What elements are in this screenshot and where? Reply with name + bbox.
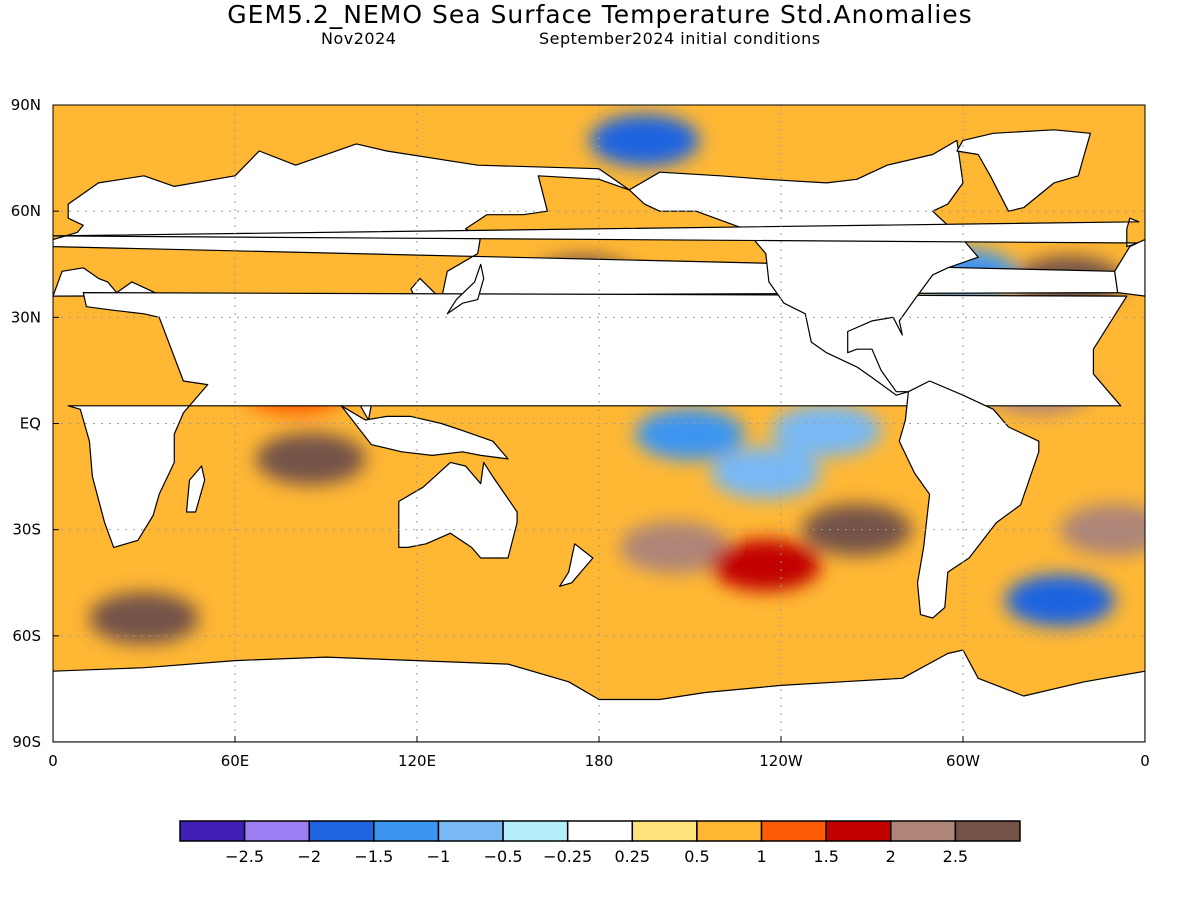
colorbar-label: −2	[297, 847, 321, 866]
valid-month-subtitle: Nov2024	[321, 29, 397, 48]
colorbar-swatch	[566, 820, 634, 842]
land-japan	[446, 263, 485, 315]
colorbar-label: 2.5	[943, 847, 968, 866]
anomaly-region-10	[619, 521, 730, 574]
lat-tick-label: 30N	[11, 308, 41, 326]
lat-tick-label: EQ	[20, 415, 41, 433]
anomaly-region-4	[589, 114, 700, 167]
colorbar-swatch	[825, 820, 892, 842]
colorbar-swatch	[308, 820, 375, 842]
initial-conditions-subtitle: September2024 initial conditions	[539, 29, 821, 48]
lat-tick-label: 90N	[11, 96, 41, 114]
colorbar-swatch	[502, 820, 569, 842]
colorbar-swatch	[760, 820, 827, 842]
colorbar-label: −2.5	[225, 847, 264, 866]
colorbar-label: 0.25	[614, 847, 650, 866]
anomaly-region-16	[710, 539, 821, 592]
lon-tick-label: 0	[48, 752, 58, 770]
land-north-america	[628, 139, 979, 396]
land-greenland	[956, 129, 1091, 212]
chart-title: GEM5.2_NEMO Sea Surface Temperature Std.…	[227, 0, 973, 29]
lon-tick-label: 60E	[221, 752, 250, 770]
colorbar-swatch	[890, 820, 957, 842]
land-indonesia	[340, 405, 509, 460]
colorbar-swatch	[631, 820, 698, 842]
land-iberia	[1114, 238, 1145, 297]
lat-tick-label: 30S	[12, 521, 41, 539]
lon-tick-label: 120E	[398, 752, 436, 770]
lon-tick-label: 120W	[759, 752, 803, 770]
colorbar-label: 2	[886, 847, 896, 866]
latitude-ticks: 90N 60N 30N EQ 30S 60S 90S	[11, 96, 59, 751]
land-masses	[53, 129, 1145, 742]
anomaly-region-6	[1005, 574, 1116, 627]
anomaly-region-2	[771, 404, 882, 457]
anomaly-region-3	[710, 447, 821, 499]
land-south-america	[898, 380, 1040, 619]
colorbar-label: −0.5	[484, 847, 523, 866]
colorbar-swatch	[437, 820, 504, 842]
lat-tick-label: 60N	[11, 202, 41, 220]
colorbar: −2.5 −2 −1.5 −1 −0.5 −0.25 0.25 0.5 1 1.5 2 2.5	[179, 820, 1021, 866]
anomaly-region-12	[89, 592, 199, 645]
colorbar-label: −1	[427, 847, 451, 866]
longitude-ticks: 0 60E 120E 180 120W 60W 0	[48, 736, 1150, 770]
colorbar-swatch	[179, 820, 246, 842]
colorbar-swatch	[696, 820, 763, 842]
land-madagascar	[185, 465, 206, 513]
colorbar-label: 1.5	[813, 847, 838, 866]
anomaly-region-1	[635, 408, 745, 461]
colorbar-label: −1.5	[354, 847, 393, 866]
colorbar-swatch	[243, 820, 310, 842]
anomaly-region-11	[255, 432, 366, 485]
lat-tick-label: 90S	[12, 733, 41, 751]
colorbar-label: −0.25	[543, 847, 592, 866]
lat-tick-label: 60S	[12, 627, 41, 645]
lon-tick-label: 0	[1140, 752, 1150, 770]
lon-tick-label: 180	[585, 752, 614, 770]
land-australia	[398, 461, 518, 559]
anomaly-region-15	[1059, 503, 1145, 556]
colorbar-label: 1	[756, 847, 766, 866]
land-antarctica	[53, 649, 1145, 742]
graticule	[53, 105, 1145, 742]
lon-tick-label: 60W	[946, 752, 980, 770]
colorbar-swatch	[954, 820, 1021, 842]
colorbar-swatch	[373, 820, 440, 842]
anomaly-region-17	[801, 503, 912, 556]
land-new-zealand	[559, 543, 594, 587]
colorbar-label: 0.5	[684, 847, 709, 866]
